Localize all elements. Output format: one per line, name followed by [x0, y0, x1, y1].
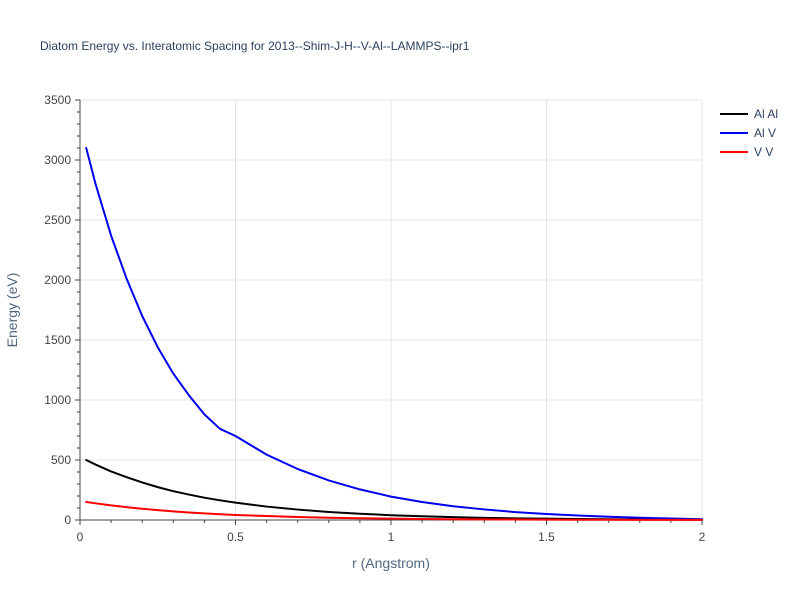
grid — [80, 99, 703, 520]
y-tick-label: 1000 — [44, 393, 71, 407]
y-tick-label: 1500 — [44, 333, 71, 347]
legend: Al Al Al V V V — [720, 107, 778, 159]
legend-label: Al V — [754, 126, 776, 140]
legend-item[interactable]: Al Al — [720, 107, 778, 121]
x-ticks: 0 0.5 1 1.5 2 — [77, 520, 706, 544]
legend-item[interactable]: V V — [720, 145, 773, 159]
legend-item[interactable]: Al V — [720, 126, 776, 140]
legend-label: Al Al — [754, 107, 778, 121]
x-axis-title: r (Angstrom) — [352, 555, 430, 571]
y-tick-label: 3500 — [44, 93, 71, 107]
y-tick-label: 500 — [51, 453, 71, 467]
chart-title: Diatom Energy vs. Interatomic Spacing fo… — [40, 39, 470, 53]
x-tick-label: 2 — [699, 530, 706, 544]
series-line-al-v — [85, 147, 703, 521]
y-ticks: 0 500 1000 1500 2000 2500 3000 3500 — [44, 93, 80, 527]
y-axis-title: Energy (eV) — [4, 273, 20, 348]
x-tick-label: 0 — [77, 530, 84, 544]
x-tick-label: 1 — [388, 530, 395, 544]
x-tick-label: 0.5 — [227, 530, 244, 544]
y-tick-label: 2500 — [44, 213, 71, 227]
series-lines — [85, 147, 703, 521]
series-line-v-v — [85, 501, 703, 521]
y-tick-label: 3000 — [44, 153, 71, 167]
y-tick-label: 0 — [64, 513, 71, 527]
y-tick-label: 2000 — [44, 273, 71, 287]
legend-label: V V — [754, 145, 773, 159]
x-tick-label: 1.5 — [538, 530, 555, 544]
